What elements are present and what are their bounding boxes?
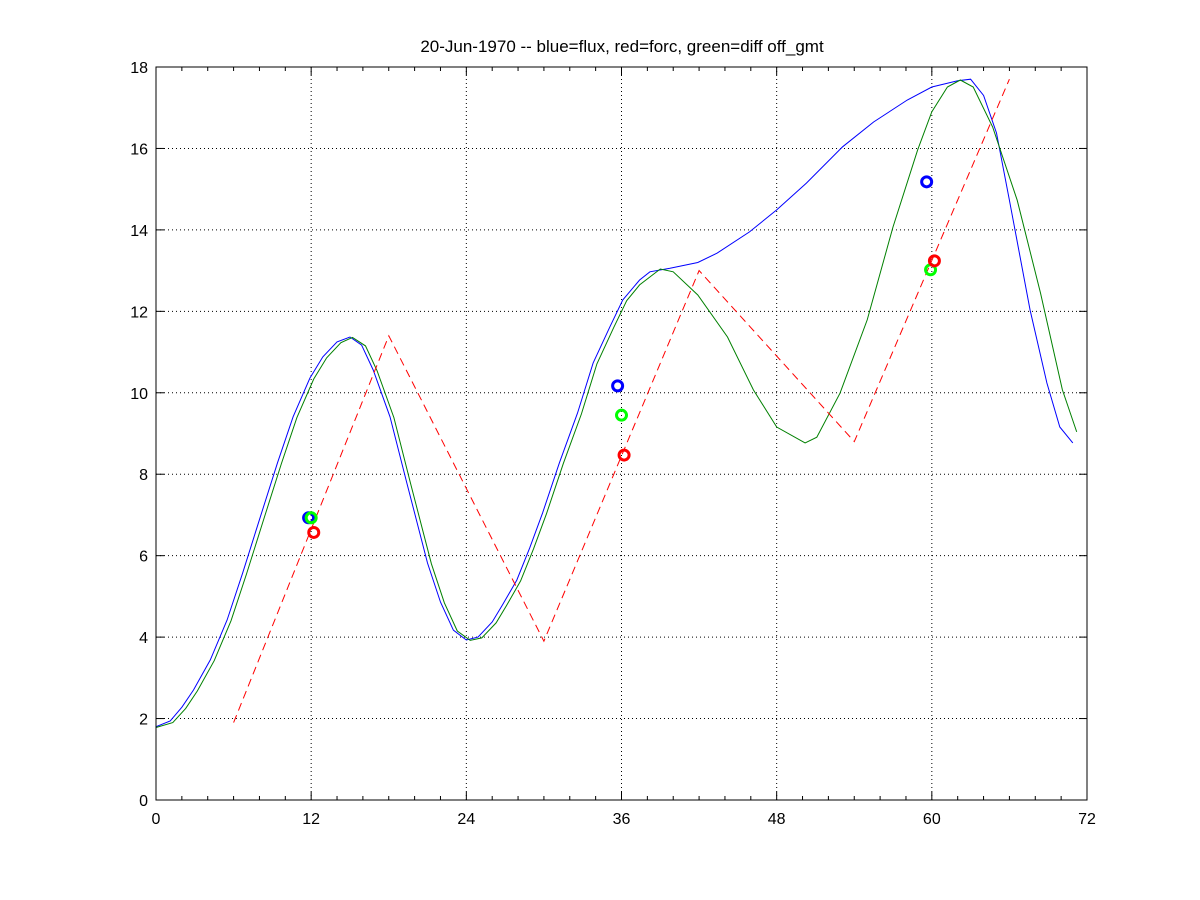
series-diff-line bbox=[155, 79, 1078, 728]
x-tick-label: 36 bbox=[613, 811, 631, 828]
y-tick-label: 14 bbox=[130, 223, 148, 240]
y-tick-label: 0 bbox=[139, 793, 148, 810]
y-tick-label: 6 bbox=[139, 549, 148, 566]
y-tick-label: 12 bbox=[130, 304, 148, 321]
x-tick-label: 72 bbox=[1078, 811, 1096, 828]
marker-forc bbox=[617, 448, 631, 462]
marker-diff bbox=[304, 511, 318, 525]
x-tick-label: 48 bbox=[768, 811, 786, 828]
marker-forc bbox=[927, 254, 941, 268]
axes-box bbox=[155, 66, 1088, 801]
markers bbox=[302, 175, 941, 539]
series-forc-line bbox=[233, 79, 1010, 723]
y-tick-label: 16 bbox=[130, 141, 148, 158]
marker-flux bbox=[611, 379, 625, 393]
grid bbox=[156, 67, 1087, 800]
y-tick-label: 2 bbox=[139, 712, 148, 729]
x-tick-label: 12 bbox=[302, 811, 320, 828]
marker-forc bbox=[307, 525, 321, 539]
y-tick-label: 10 bbox=[130, 386, 148, 403]
marker-diff bbox=[615, 408, 628, 422]
y-tick-label: 8 bbox=[139, 467, 148, 484]
chart-title: 20-Jun-1970 -- blue=flux, red=forc, gree… bbox=[420, 37, 824, 56]
marker-flux bbox=[920, 175, 934, 189]
x-tick-label: 60 bbox=[923, 811, 941, 828]
x-tick-label: 24 bbox=[457, 811, 475, 828]
series-flux-line bbox=[155, 78, 1074, 728]
y-tick-label: 4 bbox=[139, 630, 148, 647]
y-tick-label: 18 bbox=[130, 60, 148, 77]
x-tick-label: 0 bbox=[152, 811, 161, 828]
series-lines bbox=[155, 78, 1078, 728]
